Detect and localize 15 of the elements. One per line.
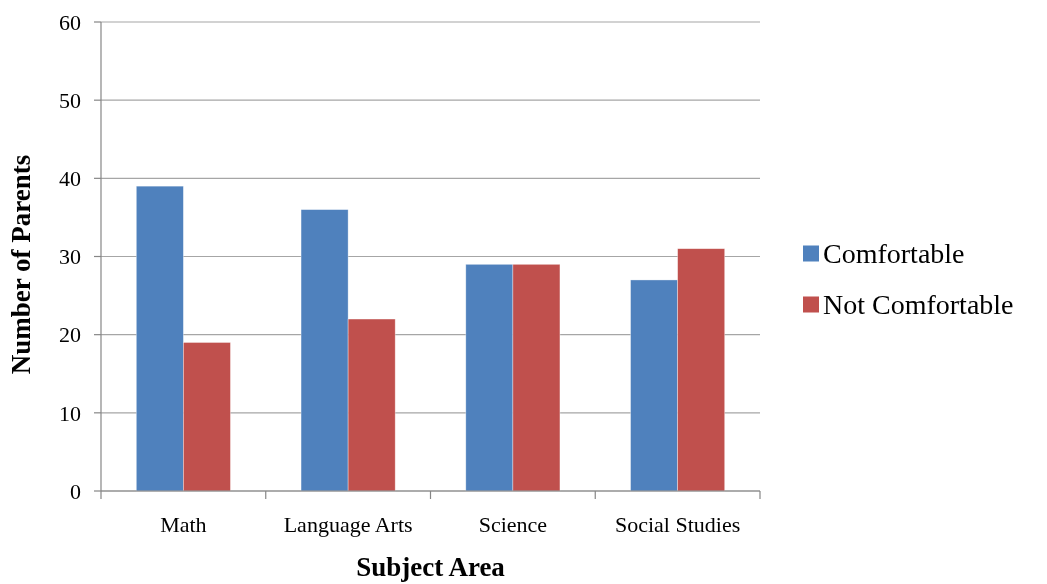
- y-tick-label: 50: [59, 87, 81, 113]
- x-axis-title: Subject Area: [356, 552, 506, 582]
- legend-label: Not Comfortable: [823, 289, 1014, 321]
- x-tick-label: Social Studies: [614, 512, 741, 537]
- y-tick-label: 60: [59, 9, 81, 35]
- y-tick-label: 30: [59, 244, 81, 270]
- x-tick-label: Math: [160, 512, 207, 537]
- x-tick-label: Science: [478, 512, 548, 537]
- y-tick-label: 40: [59, 166, 81, 192]
- y-tick-label: 20: [59, 322, 81, 348]
- y-tick-label: 10: [59, 400, 81, 426]
- legend-label: Comfortable: [823, 238, 965, 270]
- x-tick-label: Language Arts: [283, 512, 413, 537]
- y-axis-title: Number of Parents: [6, 154, 36, 375]
- y-tick-label: 0: [70, 478, 81, 504]
